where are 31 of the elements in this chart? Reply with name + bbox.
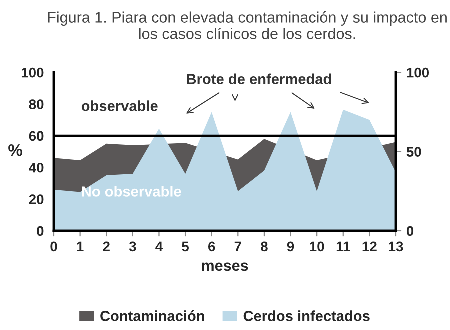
x-tick-label: 13 — [389, 242, 404, 252]
x-tick-label: 8 — [261, 242, 268, 252]
x-tick-label: 7 — [234, 242, 242, 252]
x-tick-label: 6 — [208, 242, 216, 252]
y-tick-label: 80 — [29, 100, 44, 110]
x-tick-label: 3 — [129, 242, 136, 252]
y-tick-label: 60 — [29, 131, 44, 142]
x-tick-label: 5 — [182, 242, 190, 252]
x-tick-label: 0 — [50, 242, 58, 252]
y2-tick-label: 0 — [406, 226, 414, 236]
x-tick-label: 12 — [362, 242, 377, 252]
x-tick-label: 1 — [77, 242, 84, 252]
x-tick-label: 4 — [156, 242, 164, 252]
annotation: No observable — [82, 186, 182, 197]
x-tick-label: 10 — [310, 242, 324, 252]
y-tick-label: 20 — [29, 194, 44, 204]
y-axis-title: % — [8, 144, 23, 156]
y2-tick-label: 50 — [406, 147, 422, 157]
y-tick-label: 0 — [37, 226, 44, 236]
x-tick-label: 2 — [103, 242, 110, 252]
y-tick-label: 100 — [22, 68, 44, 78]
legend-label: Cerdos infectados — [244, 310, 370, 322]
x-tick-label: 11 — [336, 242, 350, 252]
x-axis-title: meses — [202, 262, 248, 272]
y2-tick-label: 100 — [407, 68, 430, 78]
legend-label: Contaminación — [100, 310, 204, 322]
chart-title: Figura 1. Piara con elevada contaminación y su impacto en los casos clínicos de los cerdos. — [48, 12, 447, 40]
annotation: Brote de enfermedad — [187, 74, 332, 84]
x-tick-label: 9 — [287, 242, 294, 252]
annotation: observable — [82, 100, 158, 112]
y-tick-label: 40 — [29, 162, 44, 173]
